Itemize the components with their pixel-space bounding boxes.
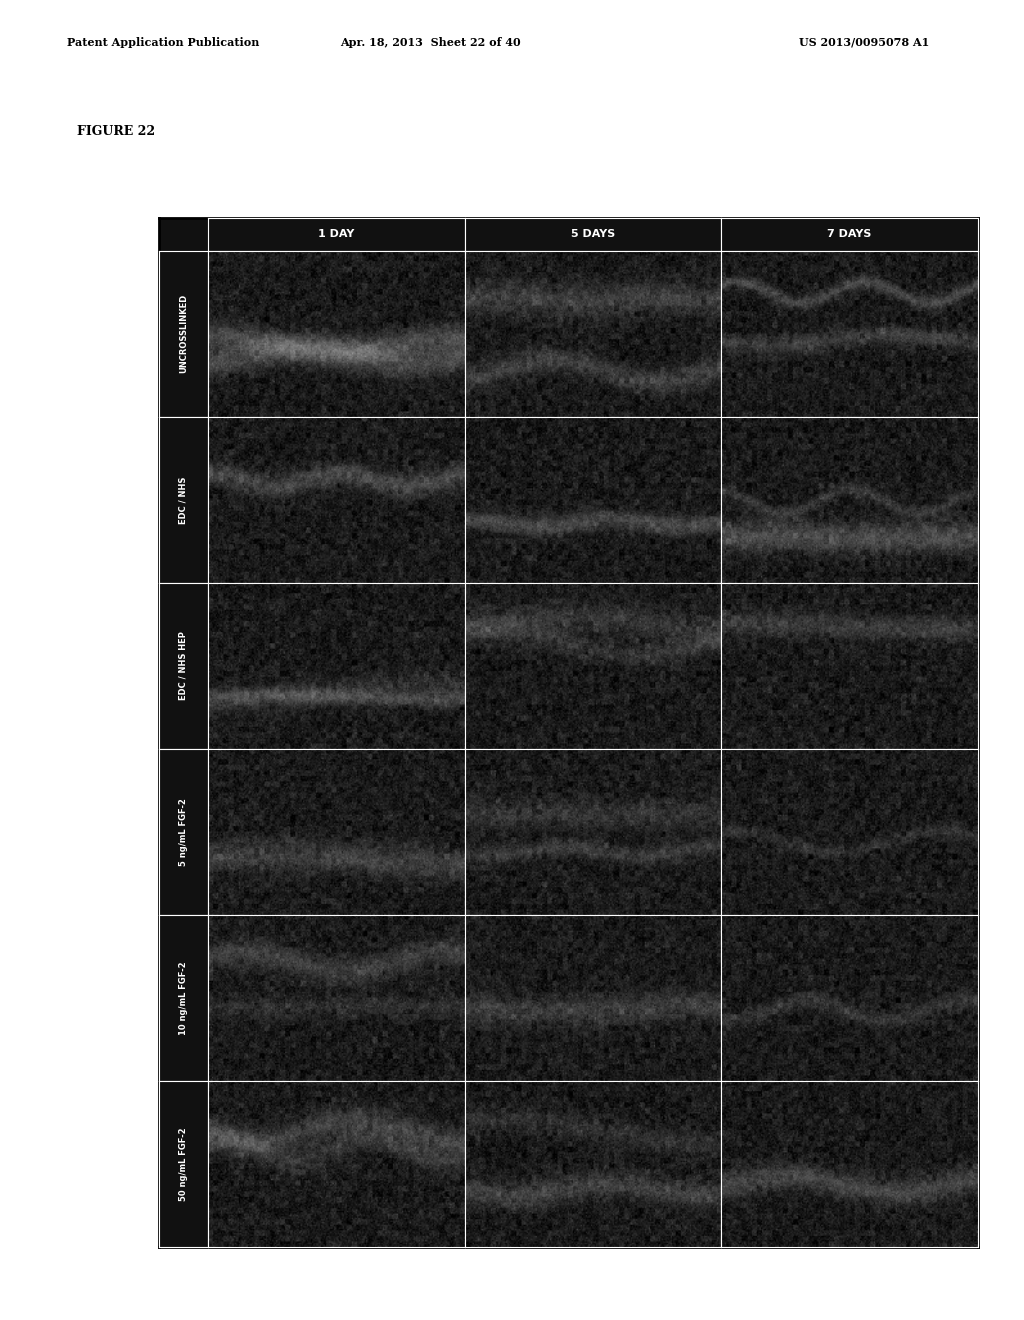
Text: 50 ng/mL FGF-2: 50 ng/mL FGF-2 <box>179 1127 187 1201</box>
Text: UNCROSSLINKED: UNCROSSLINKED <box>179 294 187 374</box>
Text: 5 DAYS: 5 DAYS <box>570 230 615 239</box>
Text: Apr. 18, 2013  Sheet 22 of 40: Apr. 18, 2013 Sheet 22 of 40 <box>340 37 520 48</box>
Text: 10 ng/mL FGF-2: 10 ng/mL FGF-2 <box>179 961 187 1035</box>
Text: EDC / NHS HEP: EDC / NHS HEP <box>179 631 187 701</box>
Text: FIGURE 22: FIGURE 22 <box>77 125 155 139</box>
Text: US 2013/0095078 A1: US 2013/0095078 A1 <box>799 37 929 48</box>
Text: 7 DAYS: 7 DAYS <box>827 230 871 239</box>
Text: Patent Application Publication: Patent Application Publication <box>67 37 259 48</box>
Text: 5 ng/mL FGF-2: 5 ng/mL FGF-2 <box>179 799 187 866</box>
Text: EDC / NHS: EDC / NHS <box>179 477 187 524</box>
Text: 1 DAY: 1 DAY <box>318 230 354 239</box>
